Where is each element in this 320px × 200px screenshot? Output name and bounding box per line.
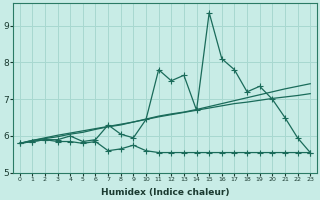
X-axis label: Humidex (Indice chaleur): Humidex (Indice chaleur) [101,188,229,197]
